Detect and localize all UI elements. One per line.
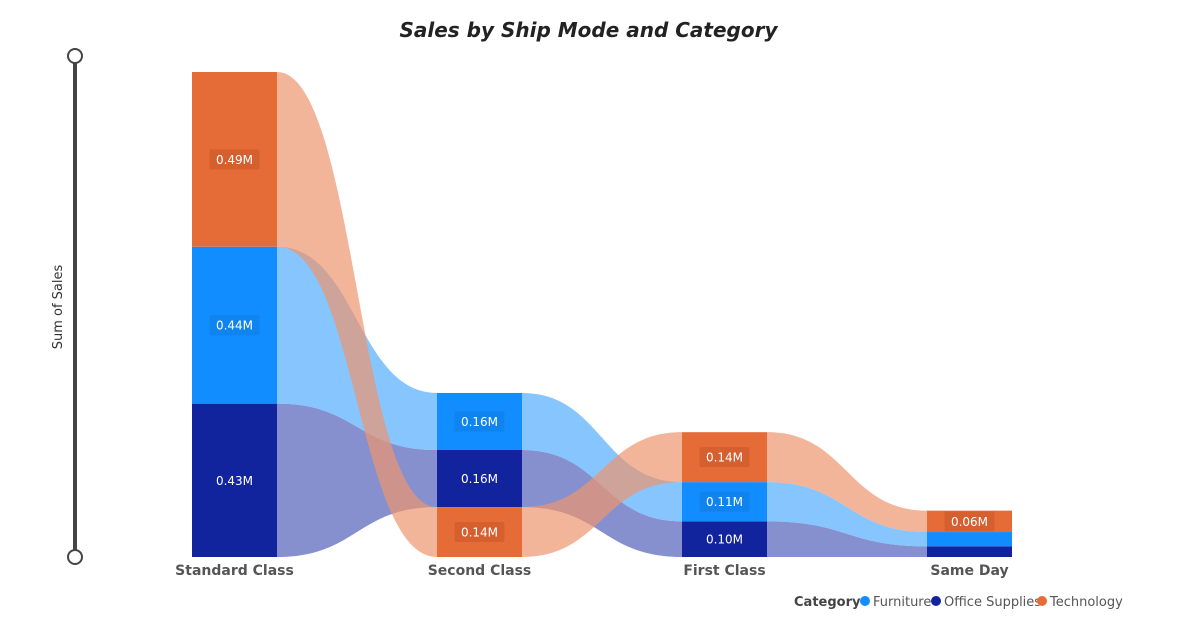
chart-title: Sales by Ship Mode and Category <box>399 18 778 42</box>
legend: Category Furniture Office Supplies Technolo… <box>794 595 1123 610</box>
data-label-bg <box>209 315 260 336</box>
legend-swatch-technology <box>1037 596 1047 606</box>
legend-title: Category <box>794 595 861 610</box>
data-label-bg <box>454 411 505 432</box>
legend-item-technology[interactable]: Technology <box>1049 595 1123 610</box>
data-labels: 0.43M 0.44M 0.49M 0.16M 0.16M 0.14M 0.10M 0.11M… <box>209 149 995 547</box>
data-label: 0.06M <box>951 515 988 529</box>
y-axis-label: Sum of Sales <box>51 265 66 350</box>
x-tick-label: First Class <box>683 563 765 579</box>
zoom-slider-bottom-handle[interactable] <box>67 549 83 565</box>
bar-furniture-same-day[interactable] <box>927 532 1012 547</box>
x-tick-label: Second Class <box>428 563 532 579</box>
bar-office-supplies-same-day[interactable] <box>927 546 1012 557</box>
ribbon-technology-2[interactable] <box>522 432 682 557</box>
legend-item-office-supplies[interactable]: Office Supplies <box>944 595 1041 610</box>
data-label: 0.43M <box>216 474 253 488</box>
legend-swatch-furniture <box>860 596 870 606</box>
data-label-bg <box>699 491 750 512</box>
ribbon-furniture-3[interactable] <box>767 482 927 547</box>
bar-office-supplies-standard-class[interactable] <box>192 403 277 557</box>
data-label: 0.14M <box>706 451 743 465</box>
data-label: 0.10M <box>706 533 743 547</box>
data-label-bg <box>944 511 995 532</box>
bar-office-supplies-second-class[interactable] <box>437 450 522 508</box>
data-label: 0.14M <box>461 526 498 540</box>
ribbon-technology-1[interactable] <box>277 72 437 557</box>
x-tick-label: Standard Class <box>175 563 294 579</box>
data-label: 0.49M <box>216 153 253 167</box>
zoom-slider-top-handle[interactable] <box>67 48 83 64</box>
data-label-bg <box>209 149 260 170</box>
bar-office-supplies-first-class[interactable] <box>682 521 767 557</box>
ribbon-office-supplies-3[interactable] <box>767 521 927 557</box>
data-label-bg <box>454 522 505 543</box>
data-label: 0.44M <box>216 319 253 333</box>
x-tick-label: Same Day <box>930 563 1008 579</box>
data-label: 0.16M <box>461 472 498 486</box>
data-label: 0.16M <box>461 415 498 429</box>
ribbon-office-supplies-1[interactable] <box>277 403 437 557</box>
data-label-bg <box>699 447 750 468</box>
ribbon-technology-3[interactable] <box>767 432 927 533</box>
data-label: 0.11M <box>706 495 743 509</box>
zoom-slider[interactable] <box>67 48 83 565</box>
legend-item-furniture[interactable]: Furniture <box>873 595 931 610</box>
ribbons <box>277 72 927 557</box>
legend-swatch-office-supplies <box>931 596 941 606</box>
x-axis-ticks: Standard Class Second Class First Class Sam… <box>175 563 1008 579</box>
